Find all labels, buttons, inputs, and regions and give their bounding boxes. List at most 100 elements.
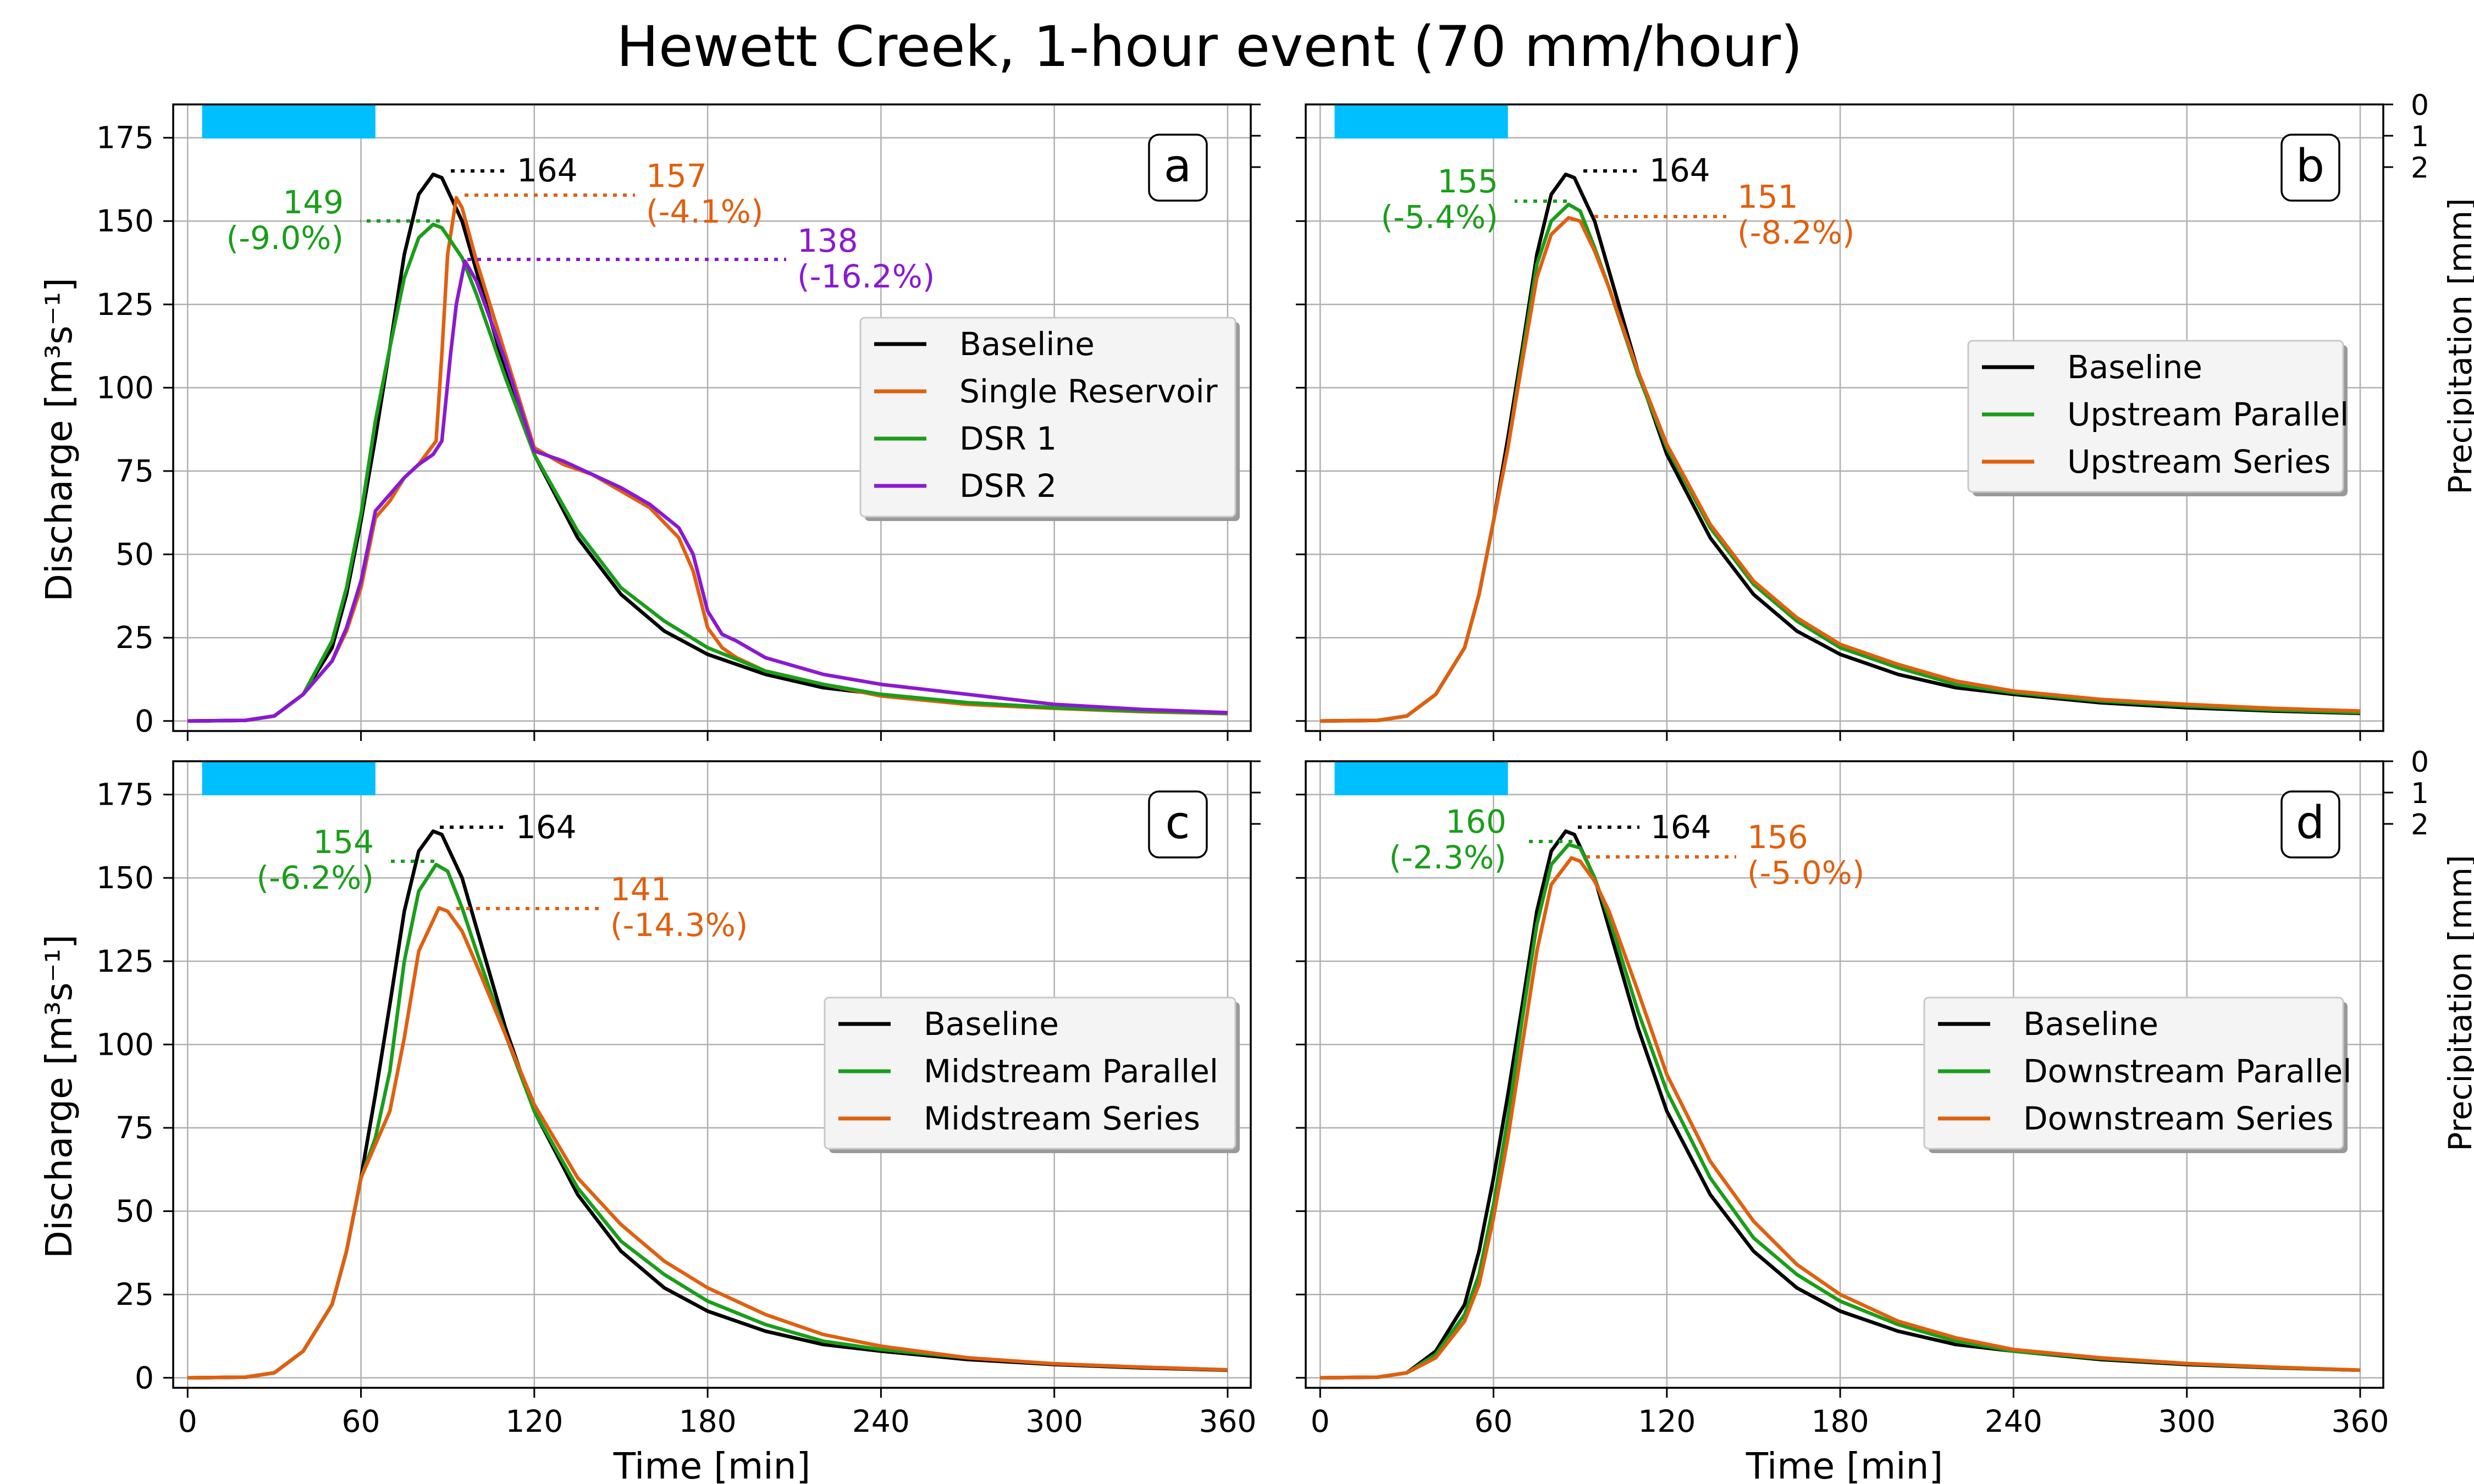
legend-box xyxy=(1923,996,2344,1150)
y-tick-label: 125 xyxy=(96,944,154,979)
x-tick-label: 360 xyxy=(2331,1404,2389,1439)
peak-value-label: 157 xyxy=(646,157,707,195)
x-axis-label: Time [min] xyxy=(1746,1445,1943,1484)
panel-label: d xyxy=(2296,797,2324,849)
panel-c: 0 60 120 180 240 300 360 0 25 50 75 100 125 150 175 Dis… xyxy=(38,760,1261,1484)
x-tick-label: 180 xyxy=(1812,1404,1869,1439)
x-tick-label: 300 xyxy=(1025,1404,1083,1439)
precipitation-bar xyxy=(202,761,375,795)
legend-entry-label: Downstream Series xyxy=(2023,1100,2333,1137)
series-line-dsr-1 xyxy=(187,223,1228,723)
legend-box xyxy=(824,996,1236,1150)
peak-value-label: 154 xyxy=(313,823,374,861)
legend-entry-label: Baseline xyxy=(2067,348,2202,386)
legend: Baseline Midstream Parallel Midstream Seri… xyxy=(824,996,1240,1153)
legend-box xyxy=(1967,340,2344,493)
legend-entry-label: Single Reservoir xyxy=(959,373,1218,410)
legend-box xyxy=(859,317,1236,518)
peak-change-label: (-5.0%) xyxy=(1747,854,1865,891)
peak-value-label: 149 xyxy=(283,184,344,221)
y-tick-label: 0 xyxy=(135,704,154,739)
peak-change-label: (-6.2%) xyxy=(256,859,374,896)
series-line-downstream-series xyxy=(1320,856,2361,1380)
x-axis-label: Time [min] xyxy=(613,1445,810,1484)
precipitation-bar xyxy=(1334,761,1508,795)
y-axis-label: Discharge [m³s⁻¹] xyxy=(38,934,80,1259)
legend-entry-label: Midstream Parallel xyxy=(924,1053,1218,1090)
y-tick-label: 100 xyxy=(96,1027,154,1062)
series-line-upstream-series xyxy=(1320,215,2361,723)
panel-label-box xyxy=(2280,790,2340,859)
peak-change-label: (-16.2%) xyxy=(797,258,935,295)
y-tick-label: 175 xyxy=(96,120,154,156)
y-tick-label: 0 xyxy=(135,1360,154,1396)
peak-value-label: 138 xyxy=(797,222,858,259)
series-line-dsr-2 xyxy=(187,259,1228,723)
legend-entry-label: Baseline xyxy=(924,1005,1059,1043)
peak-value-label: 164 xyxy=(517,152,578,189)
axes-frame xyxy=(172,103,1252,732)
legend-entry-label: DSR 1 xyxy=(959,420,1057,457)
x-tick-label: 120 xyxy=(1638,1404,1696,1439)
panel-label-box xyxy=(1148,790,1208,859)
x-tick-label: 60 xyxy=(342,1404,380,1439)
y-axis-label: Discharge [m³s⁻¹] xyxy=(38,278,80,602)
x-tick-label: 0 xyxy=(1311,1404,1330,1439)
y-tick-label: 150 xyxy=(96,860,154,895)
peak-value-label: 164 xyxy=(516,809,577,846)
axes-frame xyxy=(1305,103,2384,732)
y-tick-label: 125 xyxy=(96,287,154,322)
peak-change-label: (-8.2%) xyxy=(1737,214,1855,251)
peak-value-label: 141 xyxy=(610,871,671,908)
y-tick-label: 75 xyxy=(115,1110,154,1145)
legend-entry-label: Downstream Parallel xyxy=(2023,1053,2351,1090)
y-tick-label: 150 xyxy=(96,203,154,239)
precip-tick-label: 0 xyxy=(2411,89,2429,122)
panel-label: c xyxy=(1165,797,1190,849)
x-tick-label: 360 xyxy=(1199,1404,1256,1439)
precip-tick-label: 1 xyxy=(2411,120,2429,153)
axes-frame xyxy=(1305,760,2384,1389)
legend: Baseline Upstream Parallel Upstream Series xyxy=(1967,340,2349,496)
axes-frame xyxy=(172,760,1252,1389)
x-tick-label: 180 xyxy=(679,1404,737,1439)
x-tick-label: 60 xyxy=(1475,1404,1513,1439)
peak-value-label: 156 xyxy=(1747,818,1808,856)
y-tick-label: 100 xyxy=(96,370,154,405)
x-tick-label: 300 xyxy=(2158,1404,2216,1439)
y-tick-label: 25 xyxy=(115,1277,154,1312)
panel-label: b xyxy=(2296,140,2324,192)
legend-entry-label: DSR 2 xyxy=(959,467,1057,505)
y-tick-label: 50 xyxy=(115,537,154,572)
legend-entry-label: Upstream Series xyxy=(2067,443,2331,480)
peak-value-label: 160 xyxy=(1445,803,1506,840)
y-tick-label: 25 xyxy=(115,620,154,655)
legend-entry-label: Baseline xyxy=(959,325,1095,363)
panel-label-box xyxy=(1148,134,1208,202)
y-tick-label: 50 xyxy=(115,1194,154,1229)
precip-axis-label: Precipitation [mm] xyxy=(2442,855,2474,1151)
legend: Baseline Downstream Parallel Downstream Se… xyxy=(1923,996,2351,1153)
x-tick-label: 120 xyxy=(505,1404,563,1439)
x-tick-label: 0 xyxy=(178,1404,197,1439)
legend-entry-label: Baseline xyxy=(2023,1005,2158,1043)
precip-axis-label: Precipitation [mm] xyxy=(2442,198,2474,494)
peak-change-label: (-14.3%) xyxy=(610,906,748,944)
peak-change-label: (-9.0%) xyxy=(226,219,344,257)
x-tick-label: 240 xyxy=(1985,1404,2042,1439)
peak-value-label: 164 xyxy=(1649,152,1710,189)
precip-tick-label: 2 xyxy=(2411,152,2429,185)
y-tick-label: 75 xyxy=(115,453,154,489)
peak-change-label: (-2.3%) xyxy=(1389,839,1506,876)
peak-value-label: 151 xyxy=(1737,178,1798,215)
precip-tick-label: 2 xyxy=(2411,809,2429,841)
panel-label-box xyxy=(2280,134,2340,202)
precipitation-bar xyxy=(1334,104,1508,139)
y-tick-label: 175 xyxy=(96,777,154,812)
panel-b: 012 Precipitation [mm] b 164 155(-5.4%) 151(-… xyxy=(1296,89,2474,741)
precipitation-bar xyxy=(202,104,375,139)
legend-entry-label: Midstream Series xyxy=(924,1100,1200,1137)
precip-tick-label: 1 xyxy=(2411,777,2429,810)
